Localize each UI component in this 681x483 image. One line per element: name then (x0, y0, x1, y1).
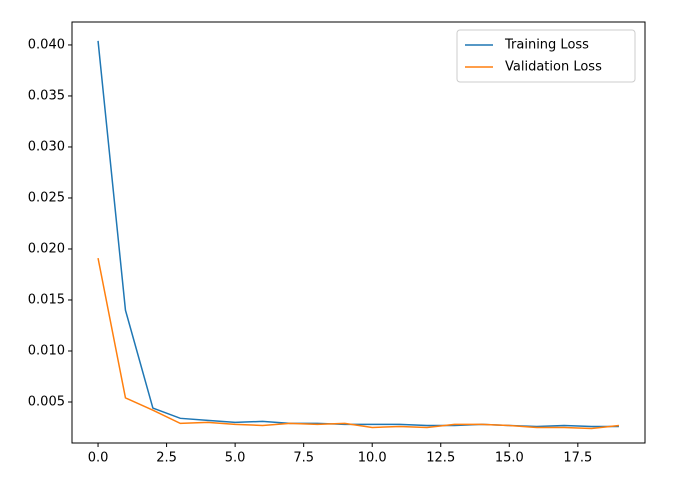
x-tick-label: 0.0 (88, 451, 109, 466)
legend-label: Training Loss (504, 38, 589, 53)
plot-frame (71, 21, 646, 444)
x-tick-label: 7.5 (293, 451, 314, 466)
legend-label: Validation Loss (505, 60, 602, 75)
x-tick-label: 15.0 (495, 451, 524, 466)
x-tick-label: 17.5 (563, 451, 592, 466)
y-tick-label: 0.040 (28, 37, 65, 52)
y-tick-label: 0.025 (28, 190, 65, 205)
x-tick-label: 2.5 (156, 451, 177, 466)
y-tick-label: 0.020 (28, 241, 65, 256)
y-tick-label: 0.035 (28, 88, 65, 103)
data-line (97, 258, 620, 430)
y-tick-label: 0.030 (28, 139, 65, 154)
data-line (97, 40, 619, 428)
y-tick-label: 0.005 (28, 394, 65, 409)
legend-box (456, 29, 636, 83)
x-tick-label: 12.5 (426, 451, 455, 466)
x-tick-label: 10.0 (358, 451, 387, 466)
y-tick-label: 0.010 (28, 343, 65, 358)
y-tick-label: 0.015 (28, 292, 65, 307)
x-tick-label: 5.0 (225, 451, 246, 466)
